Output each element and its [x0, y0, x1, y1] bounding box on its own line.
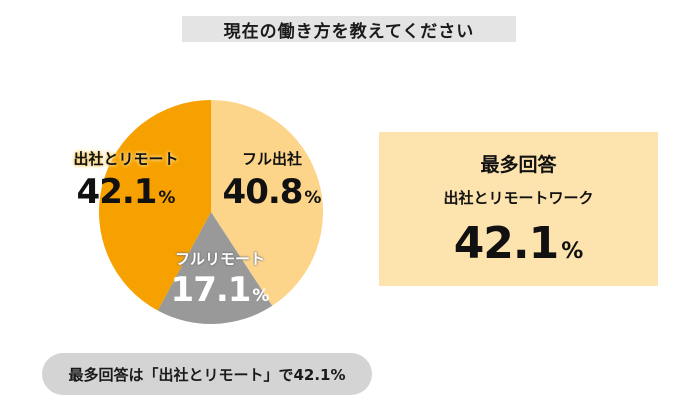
slice-value-hybrid: 42.1: [76, 172, 158, 212]
slice-value-full-office: 40.8: [222, 172, 304, 212]
slice-label-full-remote: フルリモート 17.1%: [160, 250, 280, 310]
slice-value-full-remote: 17.1: [170, 270, 252, 310]
pie-slice-full-office: [211, 100, 324, 306]
pie-slice-hybrid: [98, 100, 211, 311]
top-answer-box: 最多回答 出社とリモートワーク 42.1%: [379, 132, 658, 286]
footer-note-pill: 最多回答は「出社とリモート」で42.1%: [42, 353, 372, 395]
top-answer-label: 出社とリモートワーク: [443, 189, 594, 207]
chart-title: 現在の働き方を教えてください: [223, 21, 475, 42]
slice-name-full-remote: フルリモート: [174, 250, 265, 268]
top-answer-figure: 42.1%: [379, 222, 658, 266]
top-answer-unit: %: [561, 239, 584, 264]
slice-name-full-office: フル出社: [241, 150, 302, 168]
slice-label-hybrid: 出社とリモート 42.1%: [56, 150, 196, 212]
slice-name-hybrid: 出社とリモート: [73, 150, 179, 168]
top-answer-heading: 最多回答: [480, 154, 557, 176]
slice-label-full-office: フル出社 40.8%: [222, 150, 322, 212]
slice-unit-hybrid: %: [158, 188, 176, 208]
slice-unit-full-remote: %: [252, 286, 270, 306]
pie-slice-full-remote: [157, 212, 273, 324]
chart-title-bar: 現在の働き方を教えてください: [182, 16, 516, 42]
slice-unit-full-office: %: [304, 188, 322, 208]
top-answer-value: 42.1: [453, 218, 560, 269]
footer-note-text: 最多回答は「出社とリモート」で42.1%: [68, 365, 346, 384]
